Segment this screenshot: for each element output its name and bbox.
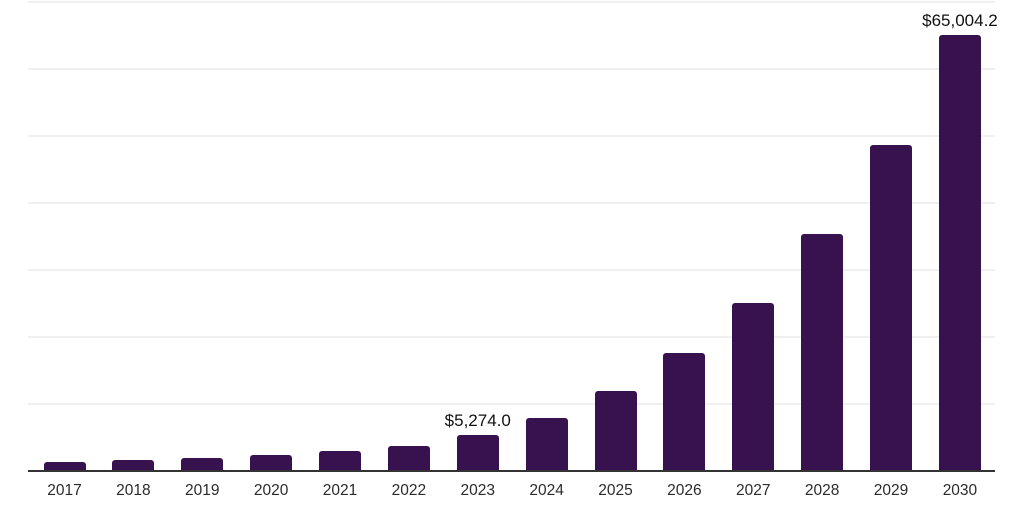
bar-2021 bbox=[319, 451, 362, 471]
bar-2030 bbox=[938, 35, 981, 471]
value-label-2023: $5,274.0 bbox=[444, 410, 511, 430]
bar-2022 bbox=[387, 445, 430, 471]
bar-2026 bbox=[663, 352, 706, 471]
bar-2018 bbox=[112, 460, 155, 471]
gridline bbox=[28, 1, 995, 3]
gridline bbox=[28, 268, 995, 271]
gridline bbox=[28, 67, 995, 70]
x-tick-2017: 2017 bbox=[47, 482, 82, 499]
value-label-2030: $65,004.2 bbox=[922, 10, 998, 30]
gridline bbox=[28, 402, 995, 405]
x-axis-line bbox=[28, 469, 995, 472]
x-tick-2027: 2027 bbox=[736, 482, 771, 499]
bar-2029 bbox=[870, 145, 913, 471]
x-tick-2028: 2028 bbox=[804, 482, 840, 499]
bar-2028 bbox=[801, 234, 844, 471]
x-tick-2019: 2019 bbox=[185, 482, 220, 499]
x-tick-2030: 2030 bbox=[942, 482, 978, 499]
gridline bbox=[28, 134, 995, 137]
x-tick-2020: 2020 bbox=[253, 482, 289, 499]
bar-2017 bbox=[43, 462, 86, 471]
x-tick-2018: 2018 bbox=[116, 482, 151, 499]
bar-2024 bbox=[525, 417, 568, 471]
bar-2019 bbox=[181, 457, 224, 471]
x-tick-2026: 2026 bbox=[667, 482, 702, 499]
x-tick-2021: 2021 bbox=[322, 482, 358, 499]
bar-2027 bbox=[732, 302, 775, 471]
x-tick-2024: 2024 bbox=[529, 482, 564, 499]
x-tick-2029: 2029 bbox=[873, 482, 909, 499]
bar-2025 bbox=[594, 390, 637, 471]
x-tick-2023: 2023 bbox=[460, 482, 495, 499]
gridline bbox=[28, 201, 995, 204]
gridline bbox=[28, 335, 995, 338]
bar-2023 bbox=[456, 435, 499, 471]
x-tick-2022: 2022 bbox=[391, 482, 427, 499]
x-tick-2025: 2025 bbox=[598, 482, 633, 499]
bar-2020 bbox=[250, 455, 293, 471]
